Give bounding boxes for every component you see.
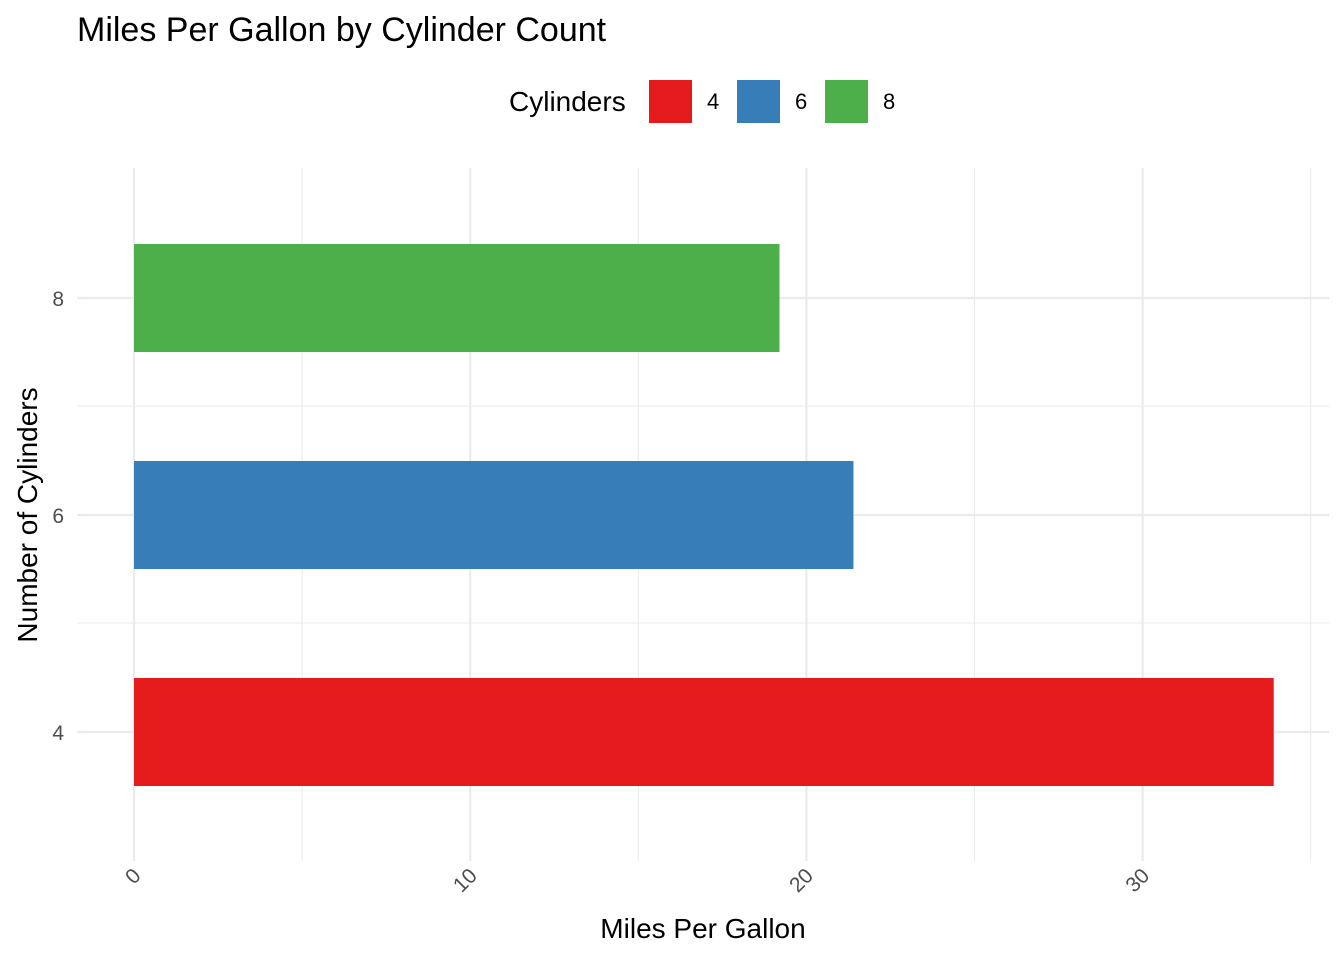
legend-label-6: 6 [795,89,807,114]
y-tick-label: 6 [52,505,64,528]
legend-key-4 [649,80,692,123]
legend-label-8: 8 [883,89,895,114]
bar-cyl-8 [134,244,780,352]
legend: Cylinders 4 6 8 [509,80,895,123]
legend-label-4: 4 [707,89,719,114]
x-axis-label: Miles Per Gallon [600,913,805,944]
y-axis-label: Number of Cylinders [12,387,43,642]
legend-key-8 [825,80,868,123]
y-tick-label: 4 [52,722,64,745]
y-axis-ticks: 4 6 8 [52,288,84,745]
legend-title: Cylinders [509,86,626,117]
bar-cyl-6 [134,461,854,569]
bars [134,244,1274,786]
legend-key-6 [737,80,780,123]
chart-title: Miles Per Gallon by Cylinder Count [77,11,607,49]
y-tick-label: 8 [52,288,64,311]
bar-cyl-4 [134,678,1274,786]
